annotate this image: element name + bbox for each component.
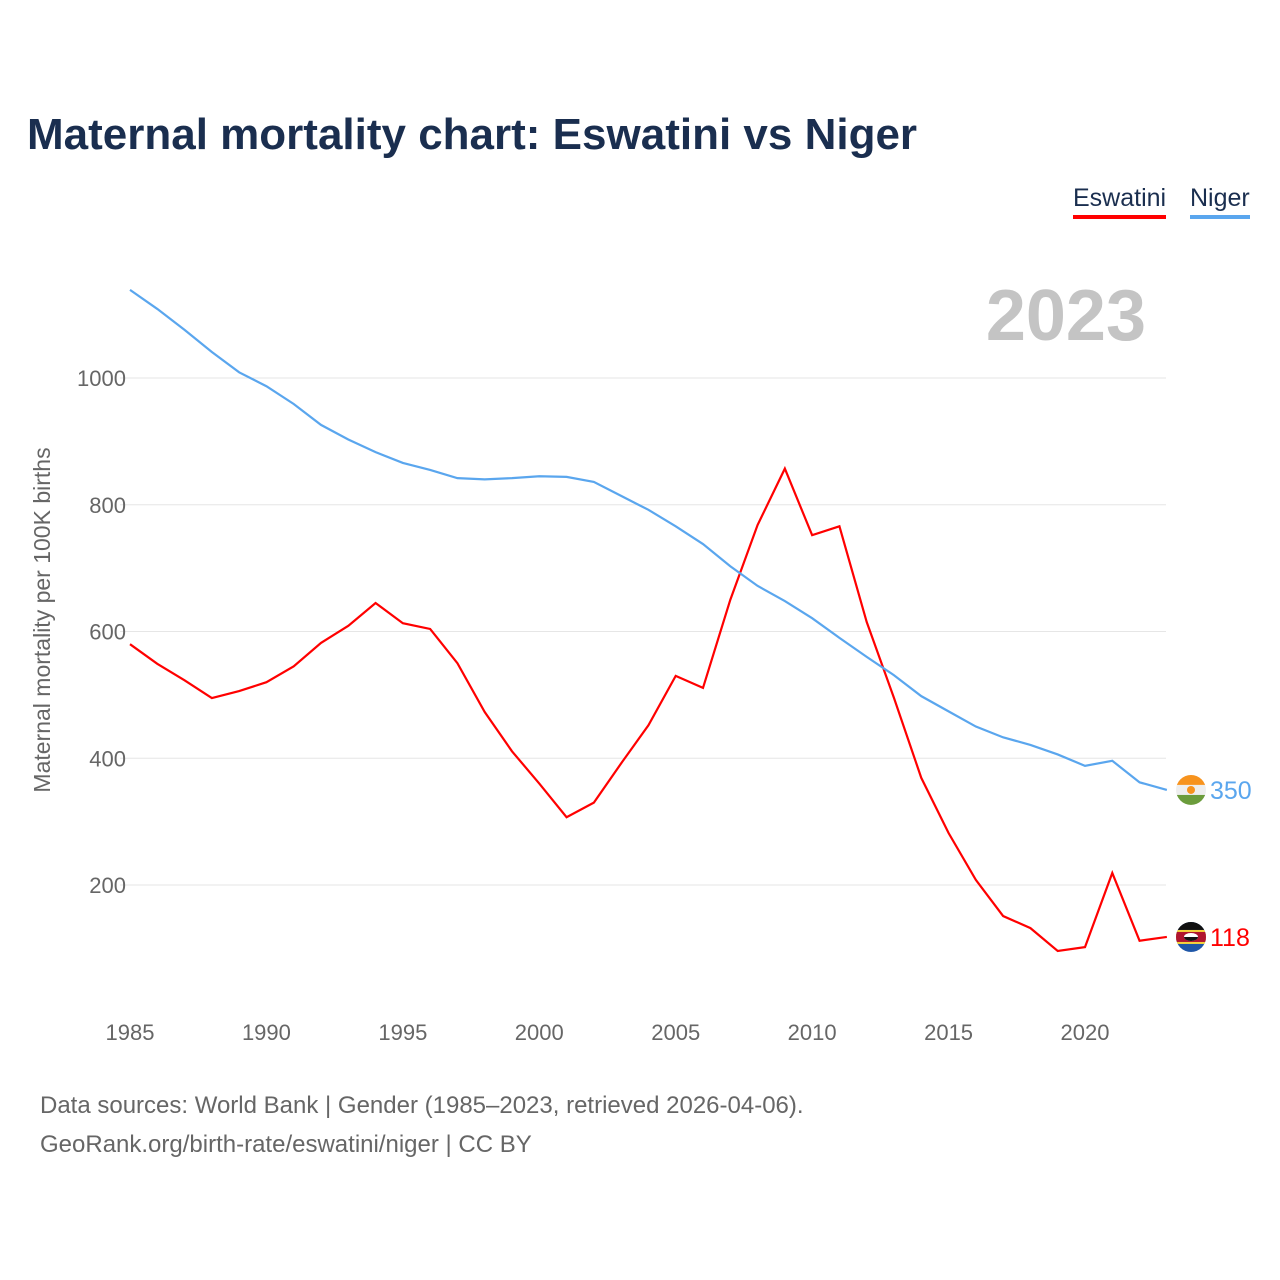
y-tick-label: 400 xyxy=(89,746,126,771)
y-tick-label: 1000 xyxy=(77,366,126,391)
niger-flag-icon xyxy=(1176,774,1206,805)
series-line-eswatini xyxy=(129,465,1168,953)
eswatini-flag-icon xyxy=(1176,921,1206,952)
chart-title: Maternal mortality chart: Eswatini vs Ni… xyxy=(27,110,918,159)
x-tick-label: 2000 xyxy=(515,1020,564,1045)
source-link[interactable]: GeoRank.org/birth-rate/eswatini/niger | … xyxy=(40,1131,532,1158)
end-value-label: 118 xyxy=(1210,924,1250,952)
end-value-label: 350 xyxy=(1210,777,1252,805)
year-watermark: 2023 xyxy=(986,276,1146,356)
y-axis-label: Maternal mortality per 100K births xyxy=(29,447,55,792)
footer: Data sources: World Bank | Gender (1985–… xyxy=(40,1086,804,1164)
x-tick-label: 2020 xyxy=(1061,1020,1110,1045)
y-tick-label: 600 xyxy=(89,620,126,645)
series-line-niger xyxy=(129,289,1168,791)
x-tick-label: 2005 xyxy=(651,1020,700,1045)
x-tick-label: 1990 xyxy=(242,1020,291,1045)
x-tick-label: 1995 xyxy=(378,1020,427,1045)
legend-niger[interactable]: Niger xyxy=(1190,184,1250,219)
source-text: Data sources: World Bank | Gender (1985–… xyxy=(40,1092,804,1119)
x-tick-label: 2010 xyxy=(788,1020,837,1045)
x-tick-label: 1985 xyxy=(106,1020,155,1045)
y-tick-label: 800 xyxy=(89,493,126,518)
legend-eswatini[interactable]: Eswatini xyxy=(1073,184,1167,219)
y-tick-label: 200 xyxy=(89,873,126,898)
x-tick-label: 2015 xyxy=(924,1020,973,1045)
